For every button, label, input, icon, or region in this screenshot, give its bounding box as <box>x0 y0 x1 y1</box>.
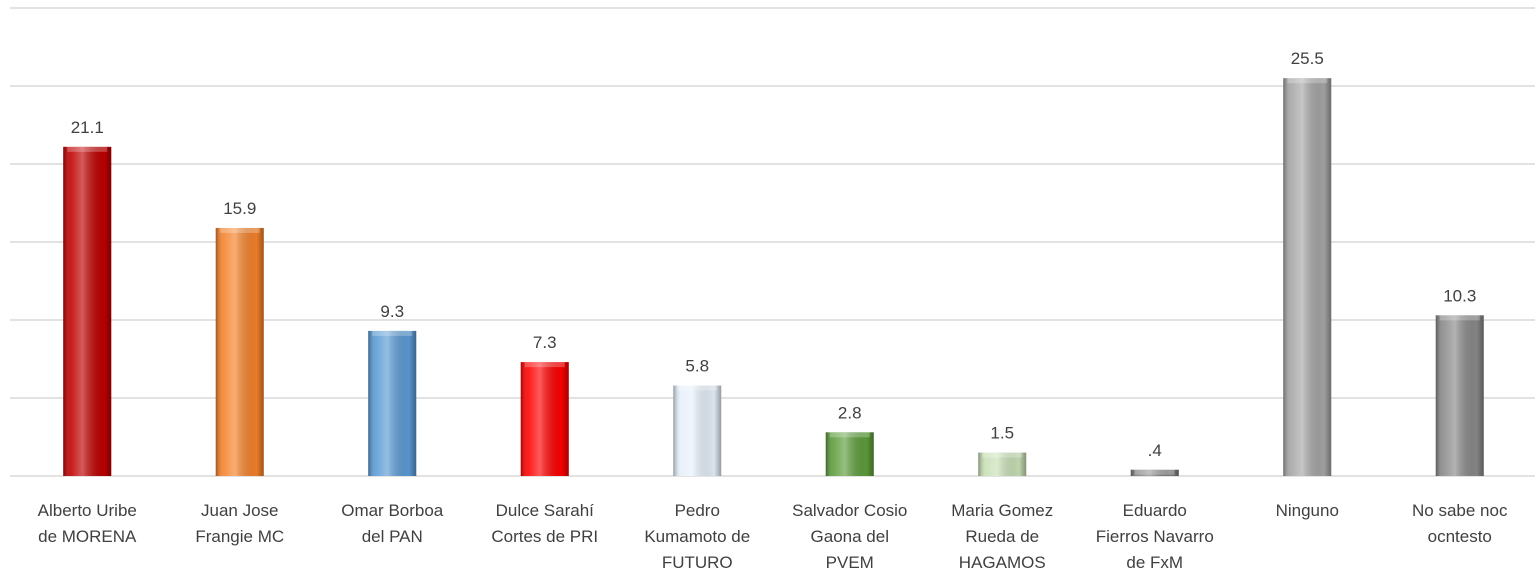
bar-shine <box>1130 469 1179 476</box>
x-tick-label: Eduardo Fierros Navarro de FxM <box>1096 501 1214 572</box>
bar-bevel <box>677 385 718 391</box>
bar-shine <box>825 432 874 476</box>
value-label: 1.5 <box>990 424 1014 443</box>
x-tick-label: Salvador Cosio Gaona del PVEM <box>792 501 907 572</box>
x-tick-label: Omar Borboa del PAN <box>341 501 444 546</box>
bar-bevel <box>524 362 565 368</box>
bar-shine <box>63 146 112 476</box>
x-tick-label: Dulce Sarahí Cortes de PRI <box>491 501 598 546</box>
x-tick-label: Juan Jose Frangie MC <box>195 501 284 546</box>
bar-shine <box>520 362 569 476</box>
bar-bevel <box>982 452 1023 458</box>
value-label: 9.3 <box>380 302 404 321</box>
value-label: .4 <box>1148 441 1162 460</box>
value-label: 2.8 <box>838 403 862 422</box>
bar-shine <box>1435 315 1484 476</box>
value-label: 10.3 <box>1443 286 1476 305</box>
x-tick-label: Maria Gomez Rueda de HAGAMOS <box>951 501 1053 572</box>
bar-bevel <box>1134 469 1175 475</box>
bar-shine <box>673 385 722 476</box>
x-tick-label: Ninguno <box>1276 501 1339 520</box>
bar-bevel <box>829 432 870 438</box>
bar-shine <box>368 330 417 476</box>
bar-shine <box>978 452 1027 476</box>
bar-bevel <box>67 146 108 152</box>
bar-bevel <box>1287 78 1328 84</box>
value-label: 15.9 <box>223 199 256 218</box>
value-label: 5.8 <box>685 357 709 376</box>
value-label: 21.1 <box>71 118 104 137</box>
value-label: 25.5 <box>1291 49 1324 68</box>
bar-shine <box>215 227 264 476</box>
bar-bevel <box>219 227 260 233</box>
value-label: 7.3 <box>533 333 557 352</box>
bar-bevel <box>1439 315 1480 321</box>
bar-bevel <box>372 330 413 336</box>
x-tick-label: No sabe noc ocntesto <box>1412 501 1508 546</box>
x-tick-label: Alberto Uribe de MORENA <box>38 501 137 546</box>
bar-shine <box>1283 78 1332 476</box>
x-tick-label: Pedro Kumamoto de FUTURO <box>644 501 750 572</box>
